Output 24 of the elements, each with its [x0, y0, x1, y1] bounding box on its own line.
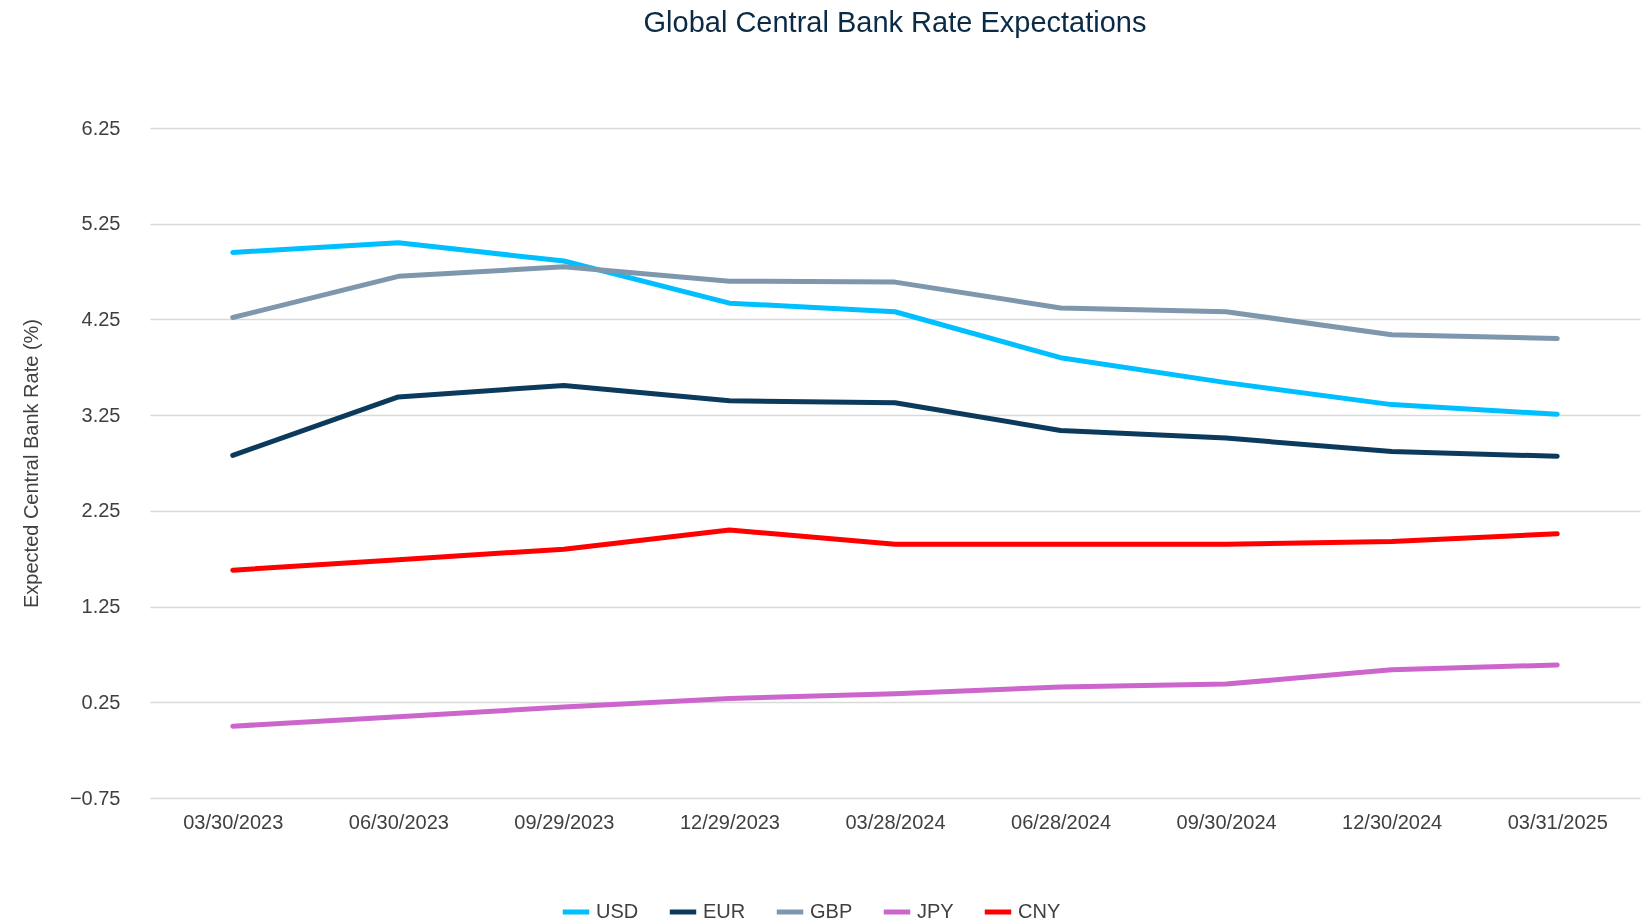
x-tick-label: 12/29/2023 — [679, 810, 780, 833]
x-tick-label: 03/31/2025 — [1507, 810, 1608, 833]
y-tick-label: 3.25 — [81, 403, 121, 426]
x-tick-label: 12/30/2024 — [1342, 810, 1443, 833]
x-tick-label: 09/30/2024 — [1176, 810, 1277, 833]
legend-label: JPY — [917, 900, 954, 922]
y-tick-label: 2.25 — [81, 499, 121, 522]
chart-title: Global Central Bank Rate Expectations — [643, 6, 1147, 38]
y-tick-label: 0.25 — [81, 690, 121, 713]
x-tick-label: 06/30/2023 — [348, 810, 449, 833]
x-tick-label: 09/29/2023 — [514, 810, 615, 833]
y-axis-title: Expected Central Bank Rate (%) — [19, 318, 42, 609]
x-tick-label: 03/28/2024 — [845, 810, 946, 833]
y-tick-label: 5.25 — [81, 212, 121, 235]
y-tick-label: 6.25 — [81, 116, 121, 139]
legend-label: CNY — [1018, 900, 1061, 922]
y-tick-label: 4.25 — [81, 307, 121, 330]
x-tick-label: 03/30/2023 — [183, 810, 284, 833]
y-tick-label: 1.25 — [81, 595, 121, 618]
y-tick-label: −0.75 — [69, 786, 121, 809]
legend-label: EUR — [703, 900, 746, 922]
x-tick-label: 06/28/2024 — [1011, 810, 1112, 833]
legend-label: USD — [596, 900, 639, 922]
legend-label: GBP — [810, 900, 853, 922]
